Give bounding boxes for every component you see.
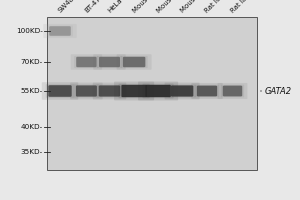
Text: Rat large intestine: Rat large intestine: [230, 0, 280, 14]
FancyBboxPatch shape: [97, 56, 122, 68]
Text: Mouse testis: Mouse testis: [179, 0, 214, 14]
FancyBboxPatch shape: [146, 85, 171, 97]
FancyBboxPatch shape: [99, 57, 120, 67]
FancyBboxPatch shape: [76, 57, 97, 67]
Text: Mouse kidney: Mouse kidney: [155, 0, 194, 14]
FancyBboxPatch shape: [118, 84, 150, 98]
FancyBboxPatch shape: [74, 56, 99, 68]
Text: 100KD-: 100KD-: [16, 28, 43, 34]
Text: 35KD-: 35KD-: [21, 149, 43, 155]
FancyBboxPatch shape: [223, 86, 242, 96]
FancyBboxPatch shape: [122, 85, 147, 97]
FancyBboxPatch shape: [97, 84, 122, 98]
FancyBboxPatch shape: [197, 86, 217, 96]
FancyBboxPatch shape: [123, 57, 145, 67]
Text: GATA2: GATA2: [265, 86, 292, 96]
FancyBboxPatch shape: [71, 54, 102, 70]
FancyBboxPatch shape: [93, 83, 126, 99]
FancyBboxPatch shape: [117, 54, 152, 70]
FancyBboxPatch shape: [76, 85, 97, 97]
FancyBboxPatch shape: [169, 84, 196, 98]
FancyBboxPatch shape: [46, 17, 256, 170]
FancyBboxPatch shape: [138, 82, 178, 100]
FancyBboxPatch shape: [142, 84, 174, 98]
FancyBboxPatch shape: [74, 84, 99, 98]
Text: Mouse lung: Mouse lung: [131, 0, 164, 14]
FancyBboxPatch shape: [121, 56, 148, 68]
FancyBboxPatch shape: [48, 85, 72, 97]
FancyBboxPatch shape: [165, 83, 200, 99]
FancyBboxPatch shape: [221, 85, 244, 97]
FancyBboxPatch shape: [191, 83, 223, 99]
FancyBboxPatch shape: [49, 26, 71, 36]
FancyBboxPatch shape: [46, 84, 74, 98]
FancyBboxPatch shape: [70, 83, 103, 99]
FancyBboxPatch shape: [99, 85, 120, 97]
Text: BT-474: BT-474: [84, 0, 105, 14]
Text: Rat lung: Rat lung: [204, 0, 229, 14]
Text: 55KD-: 55KD-: [21, 88, 43, 94]
FancyBboxPatch shape: [218, 83, 248, 99]
FancyBboxPatch shape: [42, 82, 78, 100]
FancyBboxPatch shape: [43, 24, 77, 38]
FancyBboxPatch shape: [195, 85, 219, 97]
Text: 70KD-: 70KD-: [21, 59, 43, 65]
Text: SW480: SW480: [57, 0, 79, 14]
FancyBboxPatch shape: [171, 85, 194, 97]
FancyBboxPatch shape: [47, 25, 73, 37]
FancyBboxPatch shape: [114, 82, 154, 100]
FancyBboxPatch shape: [93, 54, 126, 70]
Text: HeLa: HeLa: [107, 0, 124, 14]
Text: 40KD-: 40KD-: [21, 124, 43, 130]
